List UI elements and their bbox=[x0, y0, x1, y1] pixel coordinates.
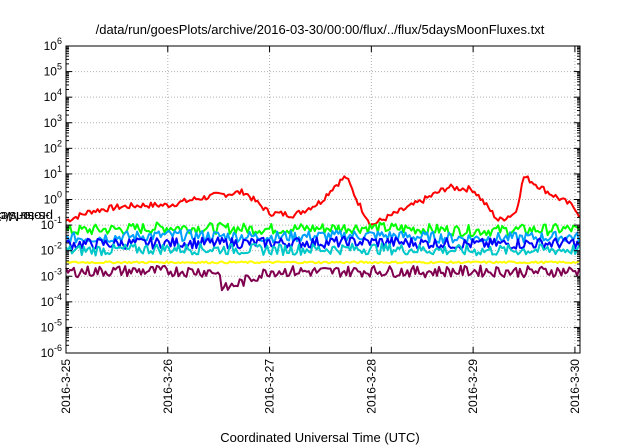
y-tick-label: 102 bbox=[44, 138, 62, 155]
y-tick-label: 106 bbox=[44, 36, 62, 53]
series-line bbox=[65, 221, 581, 238]
x-tick-label: 2016-3-28 bbox=[364, 359, 378, 414]
x-tick-label: 2016-3-30 bbox=[568, 359, 582, 414]
series-line bbox=[65, 235, 581, 251]
series-line bbox=[65, 242, 581, 257]
y-tick-label: 104 bbox=[44, 87, 62, 104]
y-tick-label: 103 bbox=[44, 113, 62, 130]
x-tick-label: 2016-3-27 bbox=[263, 359, 277, 414]
y-tick-label: 100 bbox=[44, 190, 62, 207]
series-line bbox=[65, 175, 581, 227]
x-tick-label: 2016-3-26 bbox=[161, 359, 175, 414]
series-line bbox=[65, 264, 581, 292]
plot-frame bbox=[65, 45, 581, 354]
y-tick-label: 10-3 bbox=[41, 266, 62, 283]
y-tick-label: 10-2 bbox=[41, 241, 62, 258]
x-tick-label: 2016-3-29 bbox=[466, 359, 480, 414]
series-line bbox=[65, 260, 580, 265]
y-tick-label: 10-5 bbox=[41, 317, 62, 334]
chart-title: /data/run/goesPlots/archive/2016-03-30/0… bbox=[95, 22, 545, 37]
y-tick-label: 101 bbox=[44, 164, 62, 181]
x-tick-label: 2016-3-25 bbox=[59, 359, 73, 414]
y-tick-label: 10-6 bbox=[41, 343, 62, 360]
y-tick-label: 10-1 bbox=[41, 215, 62, 232]
x-axis-label: Coordinated Universal Time (UTC) bbox=[220, 430, 420, 445]
y-tick-label: 10-4 bbox=[41, 292, 62, 309]
y-tick-label: 105 bbox=[44, 62, 62, 79]
